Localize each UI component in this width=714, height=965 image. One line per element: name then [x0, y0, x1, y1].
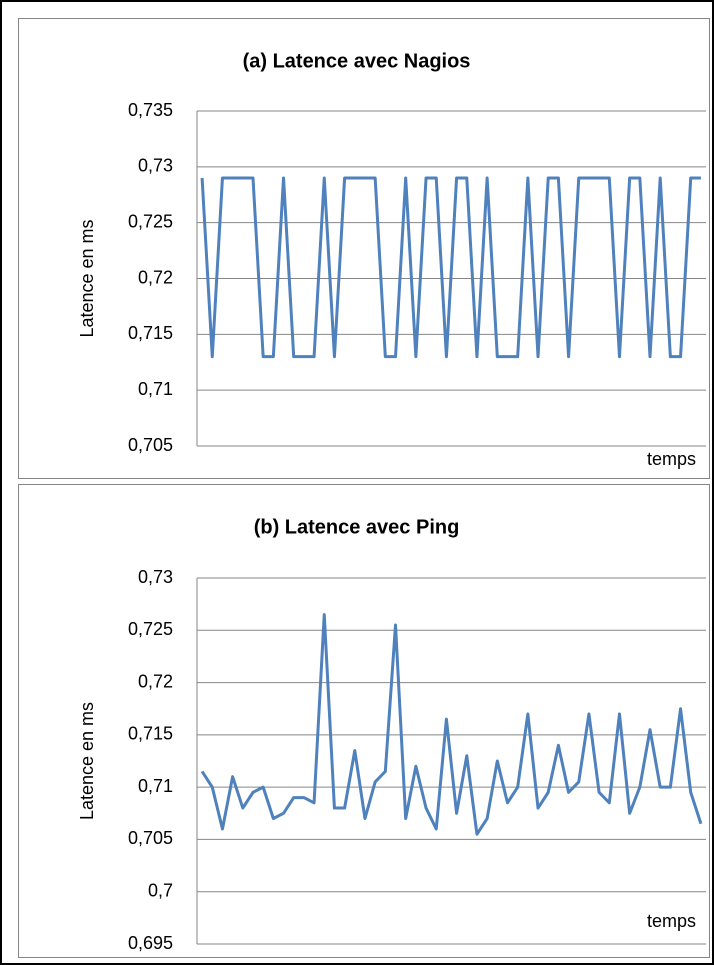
panel-frame [18, 18, 710, 479]
y-tick-label: 0,72 [138, 671, 173, 691]
data-line [200, 176, 701, 359]
y-tick-label: 0,725 [128, 619, 173, 639]
y-tick-label: 0,695 [128, 933, 173, 953]
y-axis-label: Latence en ms [77, 702, 97, 820]
y-tick-label: 0,705 [128, 435, 173, 455]
y-tick-label: 0,71 [138, 776, 173, 796]
y-tick-label: 0,71 [138, 379, 173, 399]
y-axis-label: Latence en ms [77, 219, 97, 337]
x-axis-label: temps [647, 449, 696, 469]
y-tick-label: 0,73 [138, 156, 173, 176]
y-tick-label: 0,7 [148, 880, 173, 900]
y-tick-label: 0,72 [138, 267, 173, 287]
x-axis-label: temps [647, 911, 696, 931]
data-line [200, 613, 703, 836]
y-tick-label: 0,735 [128, 100, 173, 120]
y-tick-label: 0,705 [128, 828, 173, 848]
y-tick-label: 0,715 [128, 724, 173, 744]
y-tick-label: 0,725 [128, 211, 173, 231]
y-tick-label: 0,715 [128, 323, 173, 343]
panel-frame [18, 484, 710, 958]
chart-title: (a) Latence avec Nagios [243, 50, 471, 72]
y-tick-label: 0,73 [138, 567, 173, 587]
chart-title: (b) Latence avec Ping [254, 516, 460, 538]
